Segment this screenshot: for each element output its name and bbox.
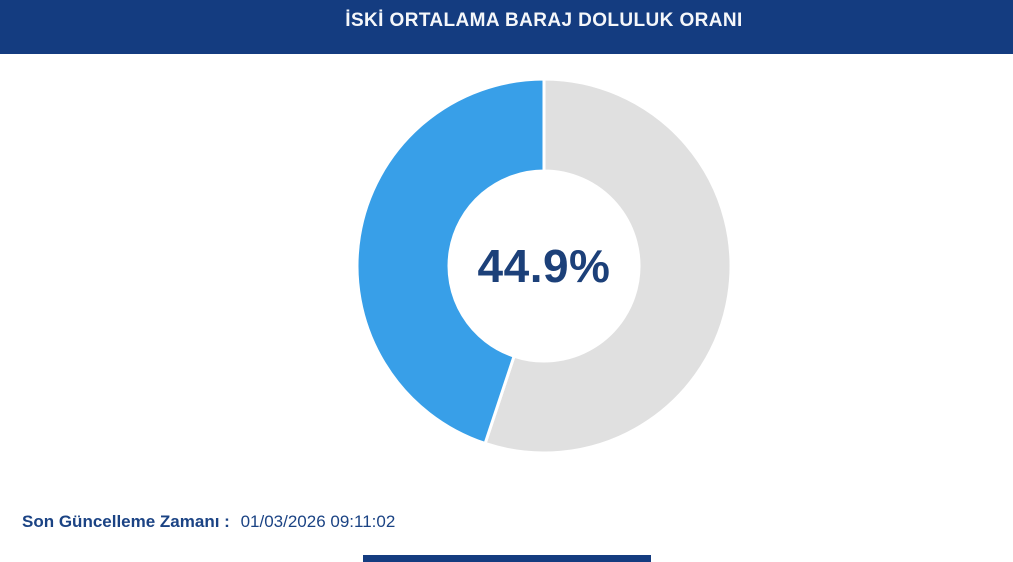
donut-segment-filled bbox=[355, 77, 546, 445]
header-bar: İSKİ ORTALAMA BARAJ DOLULUK ORANI bbox=[0, 0, 1013, 54]
donut-segment-empty bbox=[483, 77, 733, 455]
last-update-line: Son Güncelleme Zamanı : 01/03/2026 09:11… bbox=[22, 511, 395, 532]
last-update-label: Son Güncelleme Zamanı : bbox=[22, 512, 230, 531]
last-update-value: 01/03/2026 09:11:02 bbox=[240, 512, 396, 531]
donut-chart: 44.9% bbox=[354, 76, 734, 456]
page-title: İSKİ ORTALAMA BARAJ DOLULUK ORANI bbox=[345, 10, 743, 31]
home-indicator-bar bbox=[362, 555, 651, 562]
donut-chart-svg bbox=[355, 77, 733, 455]
